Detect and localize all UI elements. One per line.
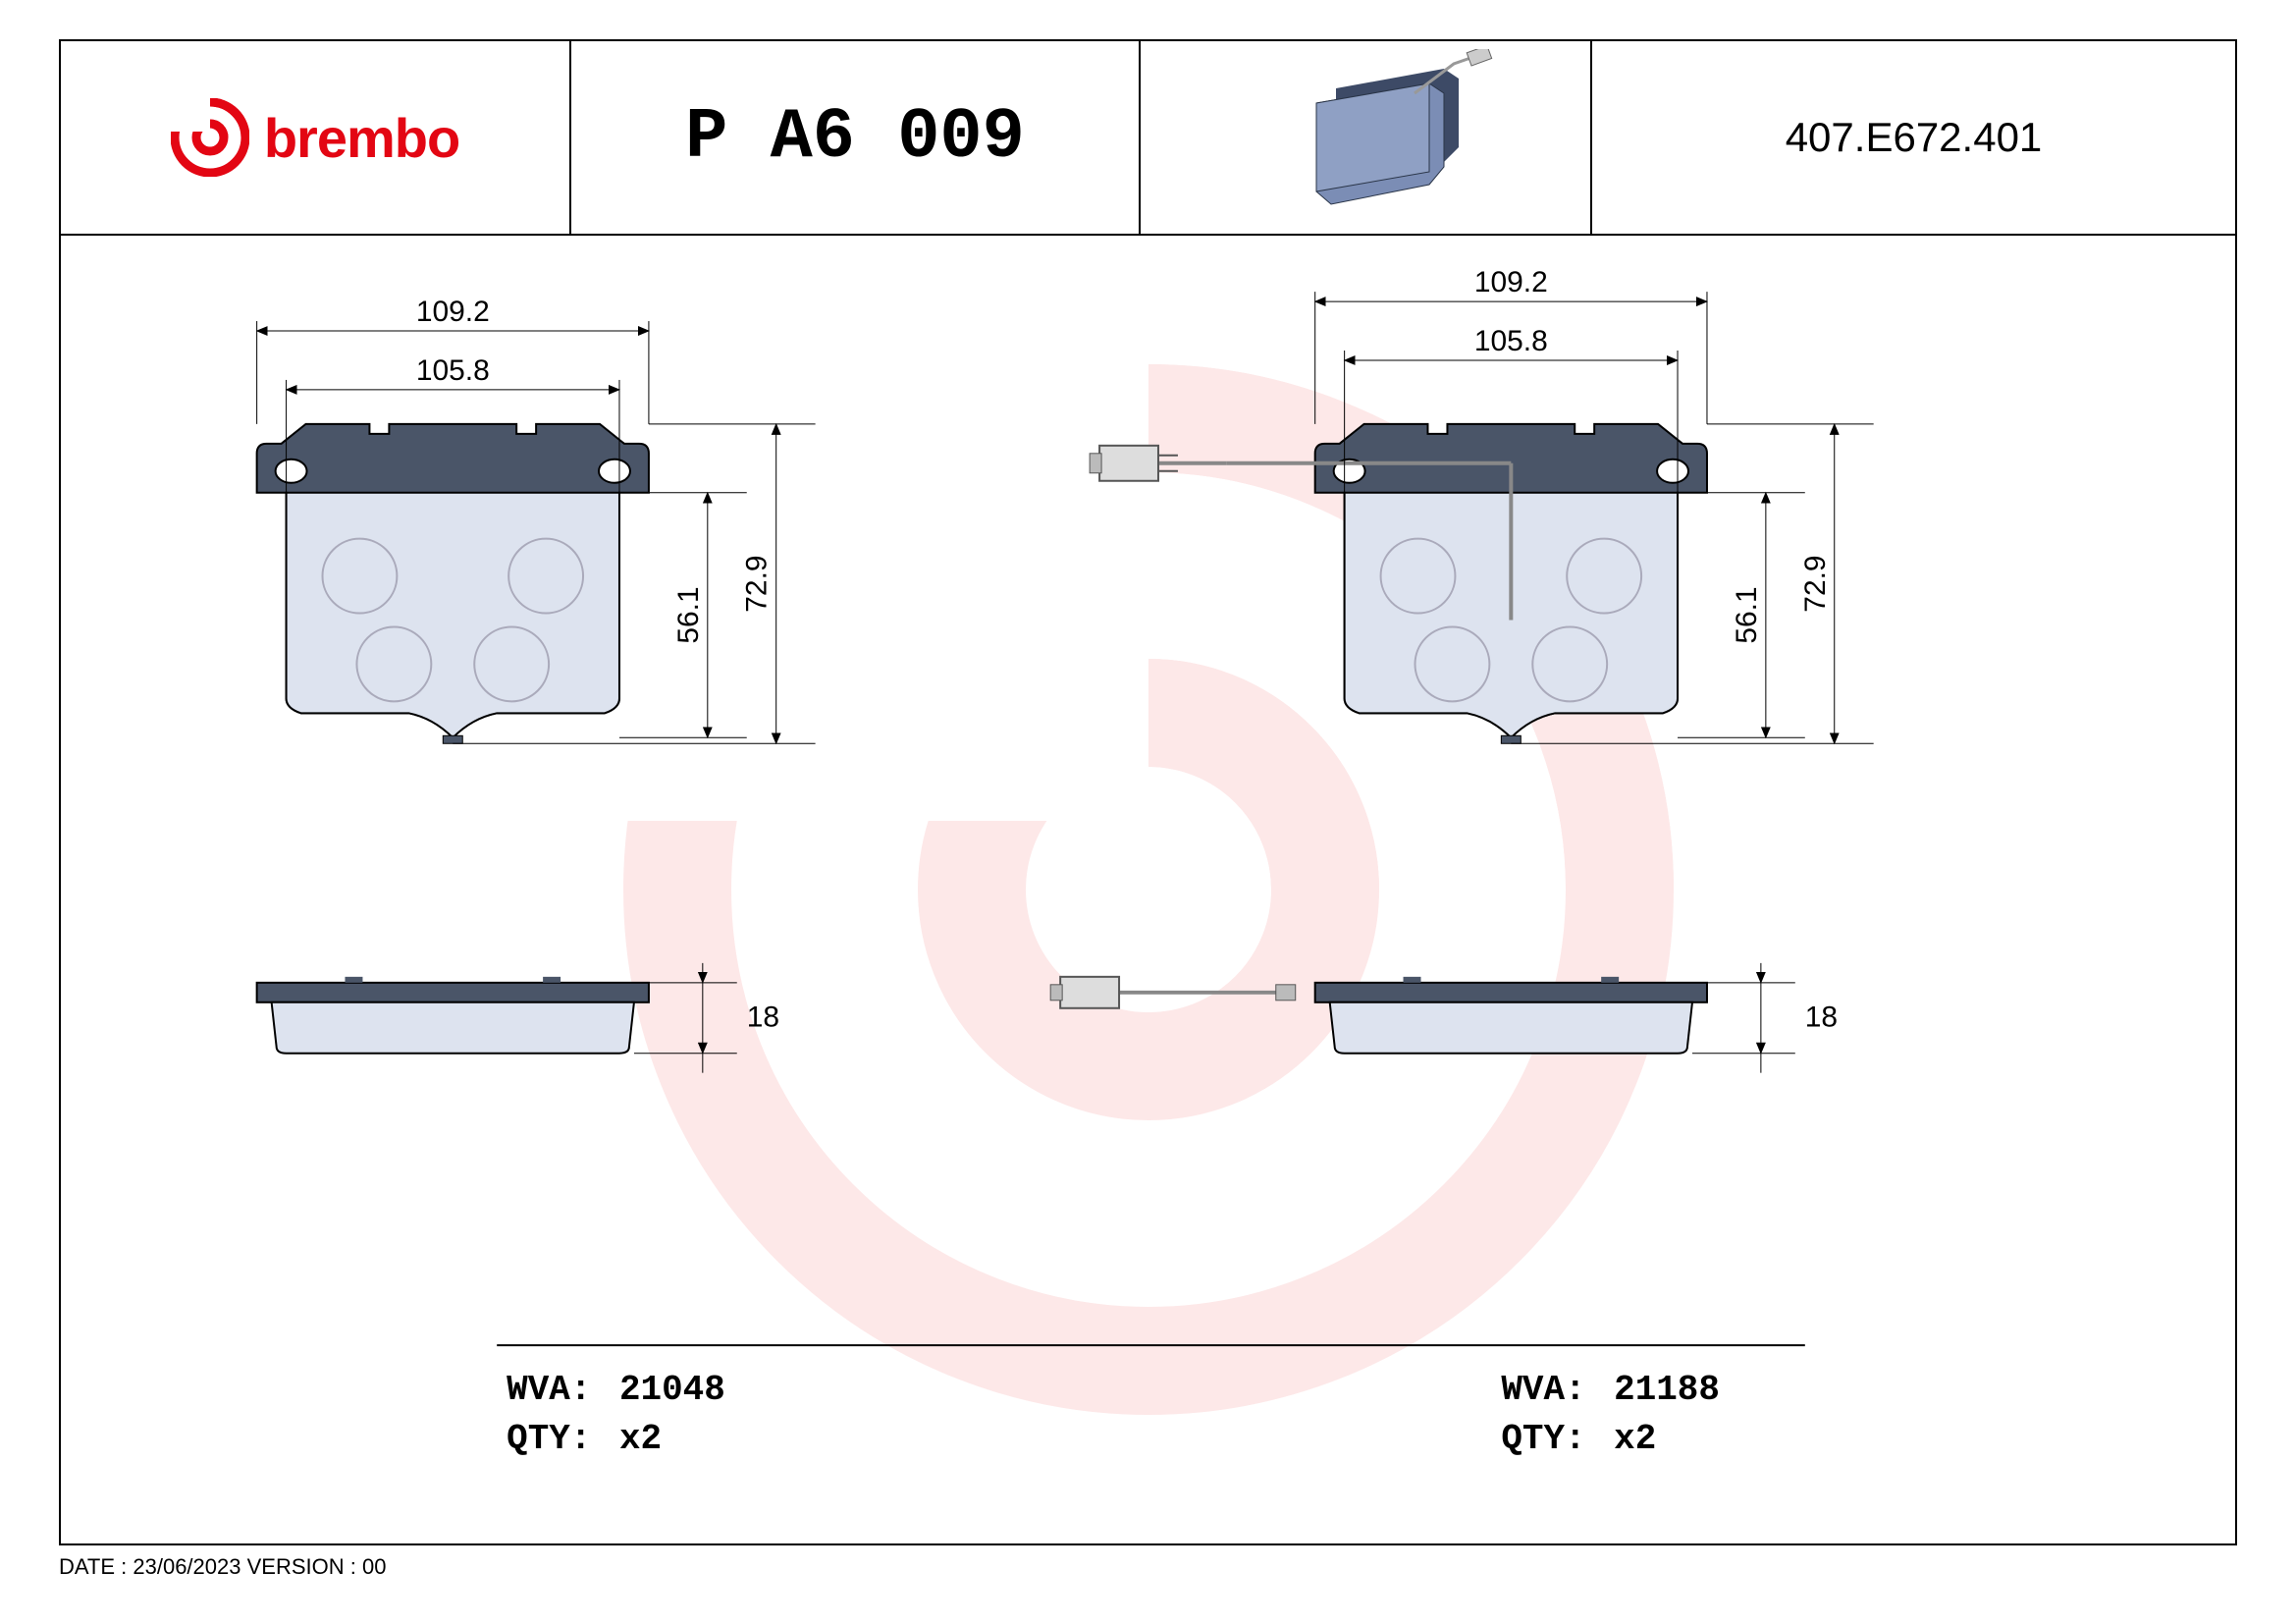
left-thickness-dim: 18 bbox=[634, 963, 779, 1073]
qty-label-l: QTY: bbox=[507, 1419, 591, 1459]
part-number-cell: P A6 009 bbox=[571, 41, 1141, 234]
wva-label-l: WVA: bbox=[507, 1370, 591, 1410]
svg-text:QTY:: QTY: bbox=[1501, 1419, 1585, 1459]
svg-text:21048: 21048 bbox=[619, 1370, 725, 1410]
logo-cell: brembo bbox=[61, 41, 571, 234]
wva-label-r: WVA: bbox=[1501, 1370, 1585, 1410]
svg-text:WVA:: WVA: bbox=[507, 1370, 591, 1410]
dim-left-w-outer: 109.2 bbox=[416, 296, 490, 328]
code-cell: 407.E672.401 bbox=[1592, 41, 2235, 234]
footer-left: WVA: 21048 QTY: x2 bbox=[507, 1370, 725, 1459]
right-pad-front bbox=[1090, 424, 1707, 743]
drawing-area: 109.2 105.8 56.1 72.9 bbox=[59, 236, 2237, 1545]
dim-left-w-inner: 105.8 bbox=[416, 354, 490, 387]
qty-val-l: x2 bbox=[619, 1419, 662, 1459]
part-number: P A6 009 bbox=[685, 97, 1025, 178]
svg-text:QTY:: QTY: bbox=[507, 1419, 591, 1459]
wva-val-l: 21048 bbox=[619, 1370, 725, 1410]
brembo-logo: brembo bbox=[171, 98, 459, 177]
svg-text:21188: 21188 bbox=[1614, 1370, 1720, 1410]
qty-val-r: x2 bbox=[1614, 1419, 1656, 1459]
svg-text:x2: x2 bbox=[1614, 1419, 1656, 1459]
wva-val-r: 21188 bbox=[1614, 1370, 1720, 1410]
product-image-cell bbox=[1141, 41, 1592, 234]
header-row: brembo P A6 009 407.E672.401 bbox=[59, 39, 2237, 236]
dim-right-h-outer: 72.9 bbox=[1799, 555, 1832, 612]
dim-left-h-outer: 72.9 bbox=[741, 555, 774, 612]
dim-left-h-inner: 56.1 bbox=[672, 586, 705, 643]
dim-right-w-outer: 109.2 bbox=[1474, 266, 1548, 298]
product-3d-icon bbox=[1218, 49, 1513, 226]
left-pad-side bbox=[257, 977, 649, 1054]
dim-left-thickness: 18 bbox=[747, 1001, 779, 1034]
brand-text: brembo bbox=[264, 106, 459, 170]
right-thickness-dim: 18 bbox=[1692, 963, 1838, 1073]
dim-right-h-inner: 56.1 bbox=[1731, 586, 1763, 643]
dim-right-w-inner: 105.8 bbox=[1474, 325, 1548, 357]
date-version: DATE : 23/06/2023 VERSION : 00 bbox=[59, 1554, 386, 1580]
svg-text:WVA:: WVA: bbox=[1501, 1370, 1585, 1410]
right-pad-side bbox=[1050, 977, 1707, 1054]
qty-label-r: QTY: bbox=[1501, 1419, 1585, 1459]
technical-drawing: 109.2 105.8 56.1 72.9 bbox=[61, 236, 2235, 1543]
code-number: 407.E672.401 bbox=[1786, 114, 2043, 161]
brembo-icon bbox=[171, 98, 249, 177]
dim-right-thickness: 18 bbox=[1805, 1001, 1838, 1034]
svg-text:x2: x2 bbox=[619, 1419, 662, 1459]
left-pad-front bbox=[257, 424, 649, 743]
footer-right: WVA: 21188 QTY: x2 bbox=[1501, 1370, 1720, 1459]
